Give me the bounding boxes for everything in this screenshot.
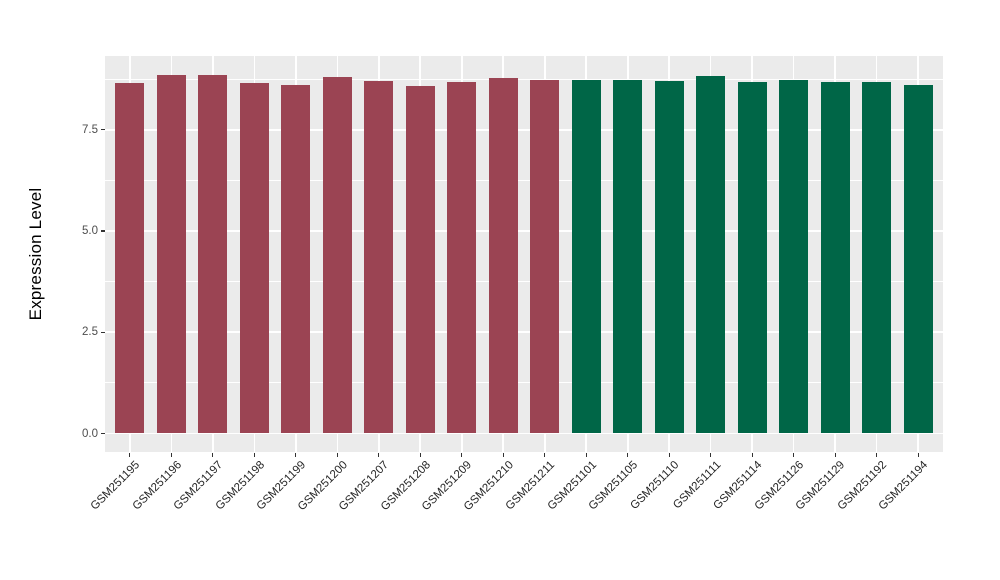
h-gridline-minor [105, 281, 943, 283]
x-tick-mark [419, 452, 421, 457]
bar [281, 84, 311, 434]
h-gridline-minor [105, 179, 943, 181]
plot-panel [105, 56, 943, 452]
y-tick-label: 5.0 [82, 225, 98, 237]
x-tick-mark [253, 452, 255, 457]
y-tick-label: 7.5 [82, 123, 98, 136]
bar [198, 75, 228, 434]
x-tick-mark [129, 452, 131, 457]
bar [322, 76, 352, 434]
bar [239, 82, 269, 434]
y-tick-mark [100, 432, 105, 435]
x-tick-mark [585, 452, 587, 457]
bar [405, 86, 435, 434]
x-tick-mark [544, 452, 546, 457]
x-tick-mark [876, 452, 878, 457]
x-tick-mark [170, 452, 172, 457]
x-tick-mark [627, 452, 629, 457]
y-tick-mark [100, 331, 105, 333]
bar [488, 77, 518, 434]
y-tick-mark [100, 129, 105, 131]
y-tick-mark [100, 230, 105, 232]
h-gridline-major [105, 230, 943, 232]
x-tick-mark [917, 452, 919, 457]
x-tick-mark [793, 452, 795, 457]
h-gridline-minor [105, 382, 943, 384]
x-tick-mark [751, 452, 753, 457]
x-tick-mark [295, 452, 297, 457]
bar [862, 82, 892, 434]
h-gridline-major [105, 128, 943, 131]
bar [779, 79, 809, 434]
bar [447, 82, 477, 434]
bar [156, 75, 186, 434]
x-tick-mark [834, 452, 836, 457]
bar [364, 81, 394, 434]
y-tick-label: 2.5 [82, 326, 98, 339]
x-tick-mark [212, 452, 214, 457]
y-axis-title: Expression Level [26, 187, 45, 321]
x-tick-mark [336, 452, 338, 457]
y-tick-label: 0.0 [82, 427, 98, 440]
x-tick-mark [461, 452, 463, 457]
h-gridline-major [105, 432, 943, 435]
bar [696, 75, 726, 434]
bar [115, 82, 145, 434]
x-tick-mark [710, 452, 712, 457]
x-tick-mark [502, 452, 504, 457]
x-tick-mark [668, 452, 670, 457]
bar [613, 79, 643, 434]
bar [820, 82, 850, 434]
bar [530, 79, 560, 434]
bar [737, 82, 767, 434]
bar [571, 79, 601, 434]
bar [903, 85, 933, 434]
h-gridline-minor [105, 78, 943, 80]
bar [654, 80, 684, 434]
h-gridline-major [105, 331, 943, 334]
x-tick-mark [378, 452, 380, 457]
